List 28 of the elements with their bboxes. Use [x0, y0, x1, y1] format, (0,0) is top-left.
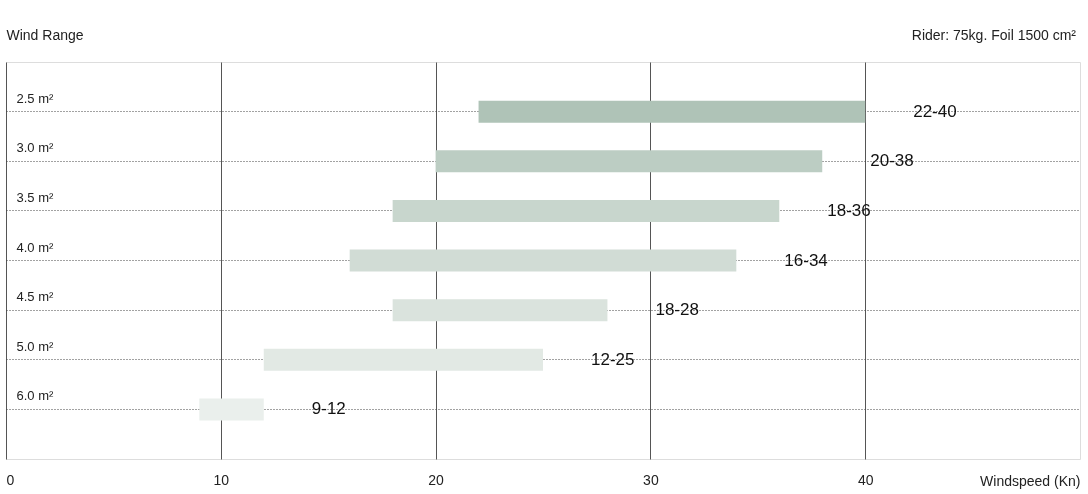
data-label: 20-38 — [870, 151, 914, 171]
y-axis-title: Wind Range — [6, 26, 84, 43]
y-tick-label: 6.0 m² — [16, 388, 55, 404]
bar — [349, 249, 737, 272]
data-label: 16-34 — [784, 250, 828, 270]
bar — [392, 199, 780, 222]
data-label: 9-12 — [311, 399, 346, 419]
y-tick-label: 3.0 m² — [16, 140, 55, 156]
x-tick-label: 0 — [6, 471, 15, 488]
y-tick-label: 2.5 m² — [16, 90, 55, 106]
text: Rider: 75kg. Foil 1500 cm² — [911, 27, 1077, 43]
y-tick-label: 4.0 m² — [16, 239, 55, 255]
bar — [478, 100, 866, 123]
x-tick-label: 30 — [643, 471, 659, 488]
y-tick-label: 3.5 m² — [16, 189, 55, 205]
x-axis-title: Windspeed (Kn) — [980, 472, 1081, 489]
bar — [263, 348, 543, 371]
y-tick-label: 4.5 m² — [16, 289, 55, 305]
data-label: 22-40 — [913, 101, 957, 121]
data-label: 12-25 — [591, 349, 635, 369]
bar — [392, 299, 608, 322]
bar — [435, 150, 823, 173]
y-tick-label: 5.0 m² — [16, 338, 55, 354]
bar — [199, 398, 264, 421]
data-label: 18-28 — [655, 300, 699, 320]
x-tick-label: 40 — [857, 471, 874, 488]
x-tick-label: 10 — [213, 471, 230, 488]
x-tick-label: 20 — [428, 471, 445, 488]
